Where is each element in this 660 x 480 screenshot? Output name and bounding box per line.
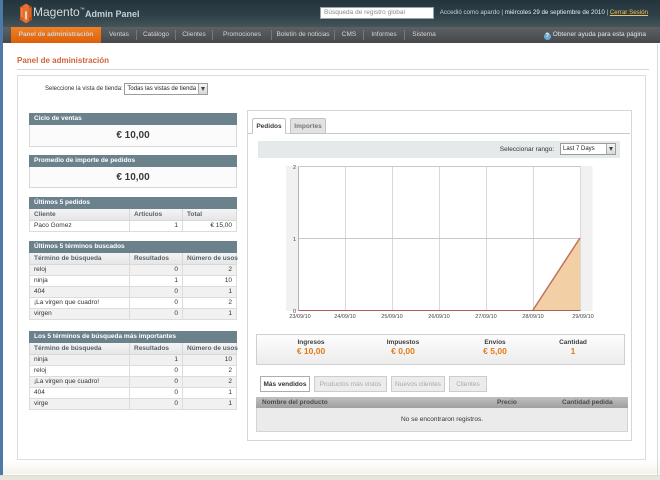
svg-text:27/09/10: 27/09/10 [475,314,496,320]
svg-text:2: 2 [293,165,296,171]
svg-text:24/09/10: 24/09/10 [334,314,355,320]
svg-text:26/09/10: 26/09/10 [428,314,449,320]
svg-text:29/09/10: 29/09/10 [572,314,593,320]
svg-text:28/09/10: 28/09/10 [522,314,543,320]
svg-text:0: 0 [293,309,296,315]
svg-text:23/09/10: 23/09/10 [289,314,310,320]
svg-text:1: 1 [293,237,296,243]
svg-text:25/09/10: 25/09/10 [381,314,402,320]
